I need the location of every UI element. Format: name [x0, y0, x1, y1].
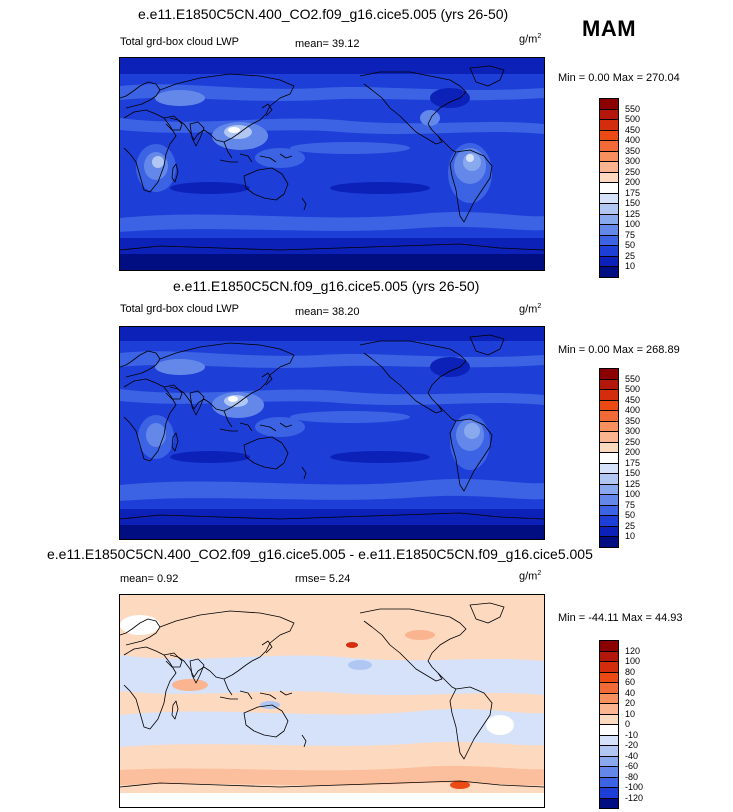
- colorbar-tick-label: -40: [625, 750, 639, 761]
- map-plot: [120, 327, 544, 539]
- colorbar-tick-label: 175: [625, 457, 641, 468]
- colorbar-tick-label: 60: [625, 677, 636, 687]
- colorbar-tick-label: 350: [625, 145, 641, 156]
- colorbar-tick-label: 150: [625, 468, 641, 478]
- map-panel-2: [119, 326, 545, 540]
- colorbar-tick-label: 350: [625, 415, 641, 426]
- map-panel-1: [119, 57, 545, 271]
- colorbar-tick-label: -20: [625, 740, 639, 750]
- variable-label: Total grd-box cloud LWP: [120, 303, 240, 315]
- colorbar-tick-label: -120: [625, 792, 644, 803]
- mean-label: mean= 38.20: [295, 306, 360, 318]
- colorbar-tick-label: 80: [625, 666, 636, 677]
- mean-label: mean= 39.12: [295, 38, 360, 50]
- colorbar-tick-label: 500: [625, 384, 641, 394]
- colorbar-tick-label: 200: [625, 177, 641, 187]
- panel-title: e.e11.E1850C5CN.400_CO2.f09_g16.cice5.00…: [138, 6, 509, 22]
- colorbar-tick-label: -80: [625, 771, 639, 782]
- colorbar-tick-label: 75: [625, 499, 636, 510]
- colorbar-swatch: [599, 536, 619, 548]
- colorbar-tick-label: -10: [625, 729, 639, 740]
- panel-title: e.e11.E1850C5CN.400_CO2.f09_g16.cice5.00…: [47, 546, 593, 562]
- panel-title: e.e11.E1850C5CN.f09_g16.cice5.005 (yrs 2…: [173, 278, 480, 294]
- minmax-label: Min = -44.11 Max = 44.93: [558, 612, 683, 624]
- colorbar-tick-label: 10: [625, 261, 636, 271]
- colorbar-tick-label: 550: [625, 103, 641, 114]
- colorbar-tick-label: 550: [625, 373, 641, 384]
- colorbar-tick-label: -100: [625, 782, 644, 792]
- colorbar-tick-label: 120: [625, 645, 641, 656]
- colorbar-tick-label: 75: [625, 229, 636, 240]
- colorbar-tick-label: 50: [625, 240, 636, 250]
- colorbar-tick-label: 20: [625, 698, 636, 708]
- colorbar-tick-label: 50: [625, 510, 636, 520]
- colorbar-tick-label: 300: [625, 156, 641, 166]
- colorbar-tick-label: 300: [625, 426, 641, 436]
- season-label: MAM: [582, 16, 637, 41]
- units-label: g/m2: [519, 570, 542, 583]
- map-plot: [120, 595, 544, 807]
- colorbar-tick-label: 100: [625, 219, 641, 229]
- units-label: g/m2: [519, 33, 542, 46]
- rmse-label: rmse= 5.24: [295, 573, 351, 585]
- colorbar-tick-label: 250: [625, 166, 641, 177]
- colorbar-tick-label: 200: [625, 447, 641, 457]
- colorbar-tick-label: 25: [625, 520, 636, 531]
- mean-label: mean= 0.92: [120, 573, 179, 585]
- colorbar-tick-label: 450: [625, 124, 641, 135]
- colorbar-tick-label: 0: [625, 719, 631, 729]
- colorbar-tick-label: 40: [625, 687, 636, 698]
- colorbar-tick-label: 125: [625, 478, 641, 489]
- colorbar-tick-label: 250: [625, 436, 641, 447]
- colorbar-tick-label: -60: [625, 761, 639, 771]
- minmax-label: Min = 0.00 Max = 268.89: [558, 344, 680, 356]
- colorbar-tick-label: 100: [625, 656, 641, 666]
- colorbar-tick-label: 175: [625, 187, 641, 198]
- colorbar-tick-label: 400: [625, 405, 641, 415]
- colorbar-tick-label: 500: [625, 114, 641, 124]
- colorbar-tick-label: 10: [625, 708, 636, 719]
- minmax-label: Min = 0.00 Max = 270.04: [558, 72, 680, 84]
- colorbar-tick-label: 125: [625, 208, 641, 219]
- colorbar-tick-label: 450: [625, 394, 641, 405]
- map-panel-3: [119, 594, 545, 808]
- colorbar-tick-label: 100: [625, 489, 641, 499]
- colorbar-tick-label: 25: [625, 250, 636, 261]
- colorbar-swatch: [599, 266, 619, 278]
- colorbar-tick-label: 150: [625, 198, 641, 208]
- variable-label: Total grd-box cloud LWP: [120, 36, 240, 48]
- units-label: g/m2: [519, 303, 542, 316]
- colorbar-tick-label: 400: [625, 135, 641, 145]
- colorbar-tick-label: 10: [625, 531, 636, 541]
- map-plot: [120, 58, 544, 270]
- colorbar-swatch: [599, 797, 619, 809]
